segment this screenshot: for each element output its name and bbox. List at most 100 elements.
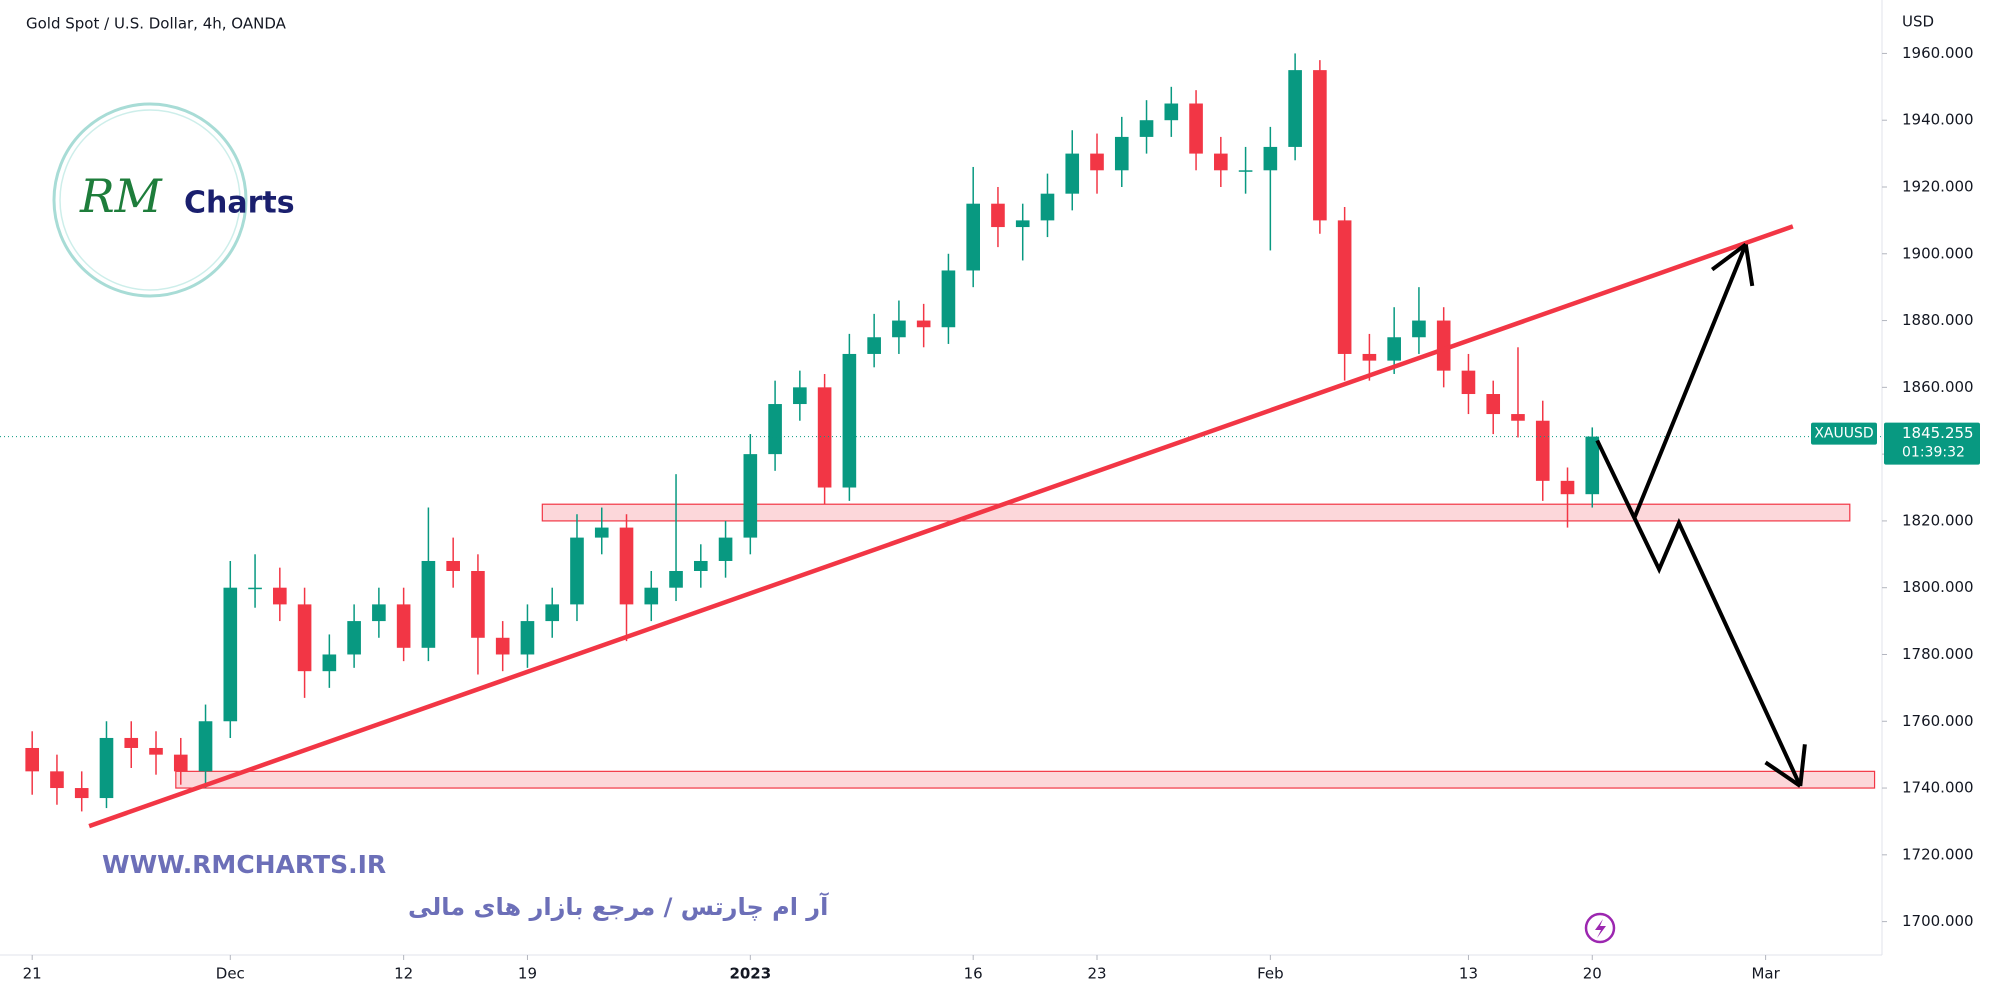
candle-body (1560, 480, 1575, 495)
y-tick-label: 1760.000 (1902, 712, 1974, 730)
tagline: آر ام چارتس / مرجع بازار های مالی (408, 892, 829, 921)
price-label: 1845.255 (1902, 424, 1974, 442)
candle-body (966, 203, 981, 271)
x-tick-label: 12 (394, 965, 413, 983)
x-tick-label: Mar (1751, 965, 1780, 983)
alert-circle[interactable] (1584, 912, 1616, 944)
candle-body (545, 604, 560, 622)
candle-body (1313, 70, 1327, 221)
logo: RM Charts (52, 102, 295, 298)
candle-body (149, 747, 163, 755)
chart-title: Gold Spot / U.S. Dollar, 4h, OANDA (26, 15, 287, 33)
x-tick-label: Feb (1257, 965, 1284, 983)
arrow-head (1743, 244, 1755, 287)
logo-ring (59, 109, 241, 291)
candle-body (1585, 436, 1600, 495)
x-tick-label: 21 (23, 965, 42, 983)
candle-body (1263, 146, 1278, 171)
x-tick-label: 16 (964, 965, 983, 983)
logo-mark: RM (79, 169, 164, 223)
candle-body (1387, 337, 1401, 361)
candle-body (124, 737, 139, 748)
y-tick-label: 1860.000 (1902, 378, 1974, 396)
candle-body (718, 537, 733, 561)
price-badge (1884, 422, 1980, 465)
website: WWW.RMCHARTS.IR (102, 850, 386, 879)
y-unit: USD (1902, 13, 1934, 31)
x-tick-label: 23 (1087, 965, 1106, 983)
candle-body (322, 654, 337, 672)
x-tick-label: 2023 (729, 965, 771, 983)
logo-text: Charts (184, 186, 295, 221)
candle-body (793, 387, 807, 405)
y-tick-label: 1820.000 (1902, 511, 1974, 529)
candle-body (916, 320, 931, 328)
x-tick-label: 13 (1459, 965, 1478, 983)
symbol-badge (1811, 422, 1877, 445)
candle-body (867, 337, 881, 354)
candle-body (471, 570, 485, 638)
candle-body (248, 587, 262, 590)
trendline (88, 224, 1794, 829)
y-tick-label: 1780.000 (1902, 645, 1974, 663)
candle-body (1090, 153, 1104, 171)
candle-body (347, 621, 361, 655)
candle-body (74, 788, 89, 799)
y-tick-label: 1940.000 (1902, 111, 1974, 129)
candle-body (1288, 70, 1302, 147)
candle-body (421, 560, 436, 648)
candle-body (1065, 153, 1080, 194)
candle-body (1015, 220, 1030, 228)
candle-body (1535, 420, 1550, 481)
y-tick-label: 1900.000 (1902, 244, 1974, 262)
candle-body (173, 754, 188, 772)
candle-body (520, 621, 535, 655)
candle-body (372, 604, 386, 622)
candle-body (1214, 153, 1228, 171)
y-tick-label: 1740.000 (1902, 779, 1974, 797)
y-tick-label: 1700.000 (1902, 912, 1974, 930)
candle-body (1189, 103, 1203, 154)
candle-body (50, 771, 64, 789)
x-tick-label: Dec (216, 965, 245, 983)
candle-body (1486, 394, 1501, 415)
candle-body (1114, 136, 1129, 171)
candle-body (991, 203, 1005, 228)
candle-body (1337, 220, 1352, 354)
y-tick-label: 1800.000 (1902, 578, 1974, 596)
candle-body (817, 387, 832, 488)
zone (541, 503, 1851, 522)
candle-body (644, 587, 659, 605)
symbol-label: XAUUSD (1814, 426, 1873, 442)
candle-body (297, 604, 312, 672)
y-tick-label: 1920.000 (1902, 177, 1974, 195)
x-tick-label: 19 (518, 965, 537, 983)
countdown: 01:39:32 (1902, 445, 1965, 461)
candle-body (25, 747, 40, 772)
candle-body (842, 353, 857, 488)
candle-body (669, 570, 683, 588)
candle-body (1362, 353, 1377, 361)
plot (0, 53, 1882, 829)
candle-body (223, 587, 238, 722)
candle-body (446, 560, 460, 571)
candle-body (1436, 320, 1451, 371)
alert-bolt[interactable] (1595, 919, 1606, 938)
candle-body (743, 454, 758, 538)
candle-body (1040, 193, 1055, 221)
candle-body (619, 527, 634, 605)
zone (175, 770, 1876, 789)
candle-body (570, 537, 584, 605)
candle-body (273, 587, 287, 605)
projection-path (1632, 243, 1748, 519)
arrow-head (1798, 744, 1807, 787)
candle-body (693, 560, 708, 571)
arrow-head (1764, 760, 1802, 788)
alert-icon[interactable] (1584, 912, 1616, 944)
candle-body (1511, 414, 1525, 421)
logo-ring (52, 102, 248, 298)
x-tick-label: 20 (1583, 965, 1602, 983)
y-tick-label: 1720.000 (1902, 845, 1974, 863)
candle-body (1164, 103, 1179, 121)
